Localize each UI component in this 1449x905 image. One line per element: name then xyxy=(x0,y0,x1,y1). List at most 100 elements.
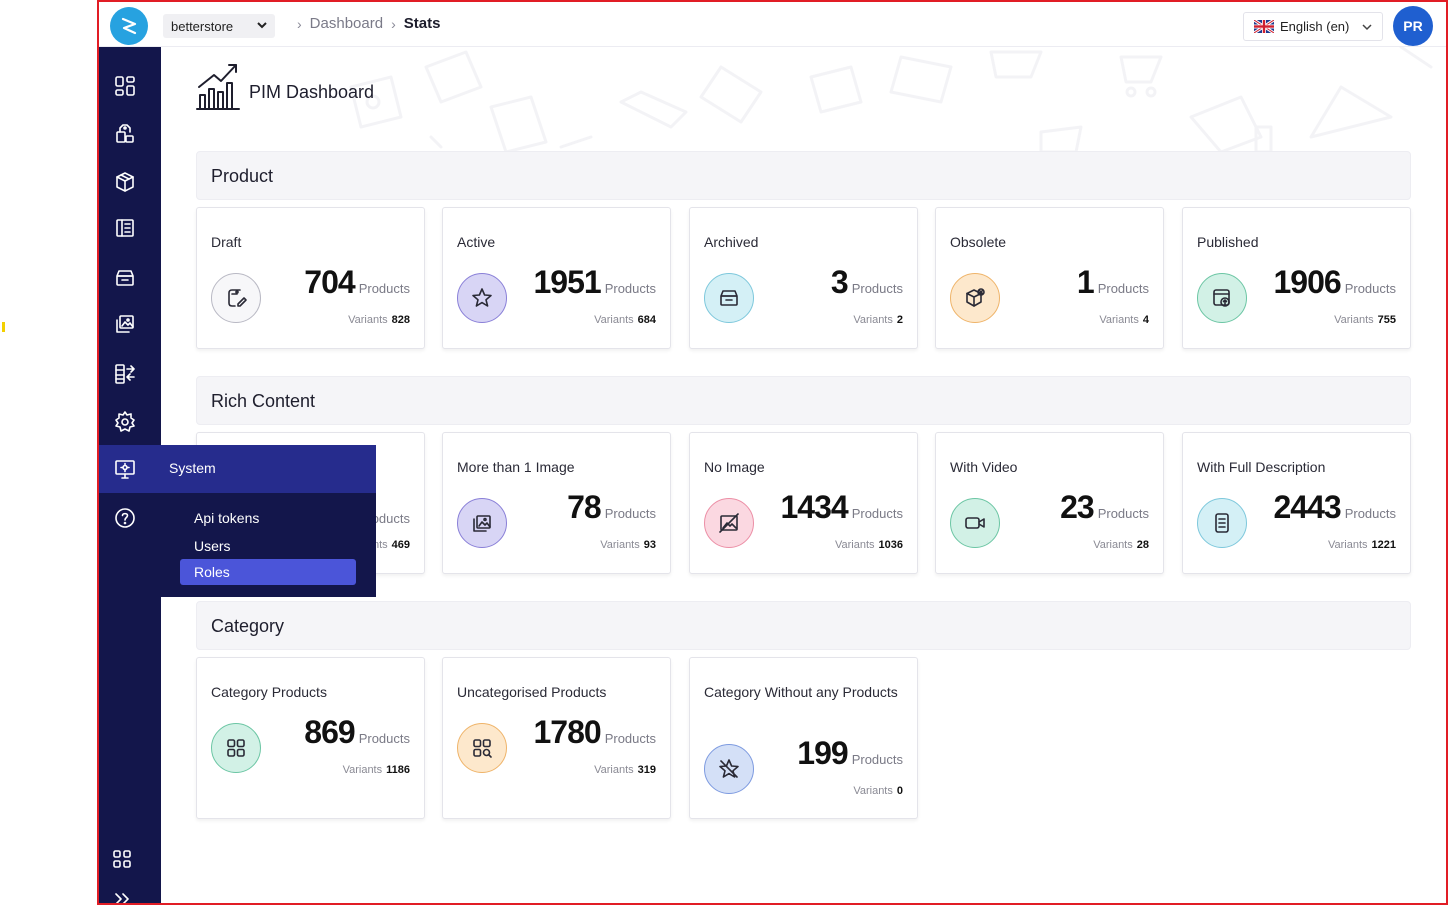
section-category: Category xyxy=(196,601,1411,650)
card-variants: Variants 1221 xyxy=(1328,539,1396,551)
chart-growth-icon xyxy=(196,64,240,110)
video-icon xyxy=(950,498,1000,548)
card-category-products[interactable]: Category Products 869 Products Variants 1… xyxy=(196,657,425,819)
variants-label: Variants xyxy=(853,785,893,797)
card-count: 1906 xyxy=(1273,264,1342,300)
system-icon xyxy=(112,456,138,482)
no-image-icon xyxy=(704,498,754,548)
chevron-down-icon xyxy=(1362,24,1372,31)
card-title: Uncategorised Products xyxy=(457,684,607,700)
card-count: 199 xyxy=(797,735,848,771)
section-title: Rich Content xyxy=(211,391,316,411)
system-submenu: Api tokens Users Roles xyxy=(161,493,376,597)
card-title: Draft xyxy=(211,234,242,250)
apps-icon[interactable] xyxy=(109,846,135,872)
breadcrumb-dashboard[interactable]: Dashboard xyxy=(309,15,384,32)
card-count-row: 78 Products xyxy=(567,489,656,526)
card-unit: Products xyxy=(1344,281,1396,296)
variants-label: Variants xyxy=(594,314,634,326)
variants-label: Variants xyxy=(853,314,893,326)
products-icon[interactable] xyxy=(112,121,138,147)
variants-count: 684 xyxy=(637,314,656,326)
card-unit: Products xyxy=(1097,281,1149,296)
catalog-icon[interactable] xyxy=(112,215,138,241)
language-value: English (en) xyxy=(1280,19,1350,34)
card-count-row: 3 Products xyxy=(831,264,903,301)
variants-label: nts xyxy=(372,539,388,551)
variants-count: 469 xyxy=(391,539,410,551)
card-count-row: 704 Products xyxy=(304,264,410,301)
card-title: Category Products xyxy=(211,684,327,700)
card-count-row: 2443 Products xyxy=(1274,489,1397,526)
package-icon[interactable] xyxy=(112,169,138,195)
card-variants: Variants 684 xyxy=(594,314,656,326)
card-more-than-1-image[interactable]: More than 1 Image 78 Products Variants 93 xyxy=(442,432,671,574)
card-unit: Products xyxy=(851,281,903,296)
language-select[interactable]: English (en) xyxy=(1243,12,1383,41)
app-window: betterstore › Dashboard › Stats English … xyxy=(97,0,1448,905)
card-title: Obsolete xyxy=(950,234,1007,250)
variants-count: 4 xyxy=(1142,314,1149,326)
variants-label: Variants xyxy=(1334,314,1374,326)
variants-count: 1036 xyxy=(878,539,903,551)
variants-label: Variants xyxy=(1093,539,1133,551)
avatar[interactable]: PR xyxy=(1393,6,1433,46)
settings-icon[interactable] xyxy=(112,409,138,435)
card-archived[interactable]: Archived 3 Products Variants 2 xyxy=(689,207,918,349)
app-logo[interactable] xyxy=(110,7,148,45)
card-count-row: 199 Products xyxy=(797,735,903,772)
card-category-without-products[interactable]: Category Without any Products 199 Produc… xyxy=(689,657,918,819)
card-variants: Variants 755 xyxy=(1334,314,1396,326)
card-with-full-description[interactable]: With Full Description 2443 Products Vari… xyxy=(1182,432,1411,574)
card-title: With Video xyxy=(950,459,1018,475)
card-published[interactable]: Published 1906 Products Variants 755 xyxy=(1182,207,1411,349)
logo-icon xyxy=(121,17,137,35)
card-count: 78 xyxy=(567,489,602,525)
card-with-video[interactable]: With Video 23 Products Variants 28 xyxy=(935,432,1164,574)
card-unit: Products xyxy=(851,752,903,767)
dashboard-icon[interactable] xyxy=(112,73,138,99)
card-no-image[interactable]: No Image 1434 Products Variants 1036 xyxy=(689,432,918,574)
card-variants: Variants 828 xyxy=(348,314,410,326)
card-title: Active xyxy=(457,234,496,250)
store-select[interactable]: betterstore xyxy=(163,14,275,38)
obsolete-box-icon xyxy=(950,273,1000,323)
card-uncategorised-products[interactable]: Uncategorised Products 1780 Products Var… xyxy=(442,657,671,819)
card-unit: Products xyxy=(1344,506,1396,521)
card-title: With Full Description xyxy=(1197,459,1326,475)
system-menu-header[interactable]: System xyxy=(99,445,376,493)
help-icon[interactable] xyxy=(112,505,138,531)
card-active[interactable]: Active 1951 Products Variants 684 xyxy=(442,207,671,349)
card-variants: Variants 28 xyxy=(1093,539,1149,551)
store-select-value: betterstore xyxy=(171,18,234,34)
expand-icon[interactable] xyxy=(109,886,135,903)
card-variants: Variants 1186 xyxy=(343,764,410,776)
media-icon[interactable] xyxy=(112,311,138,337)
card-count: 23 xyxy=(1060,489,1095,525)
card-title: Category Without any Products xyxy=(704,684,898,700)
chevron-right-icon: › xyxy=(391,15,396,32)
yellow-marker xyxy=(2,322,5,332)
menu-item-users[interactable]: Users xyxy=(194,538,231,554)
uk-flag-icon xyxy=(1254,20,1274,33)
card-title: Archived xyxy=(704,234,759,250)
import-export-icon[interactable] xyxy=(112,361,138,387)
card-count-row: 1951 Products xyxy=(534,264,657,301)
card-count-row: oducts xyxy=(372,511,410,526)
menu-item-roles[interactable]: Roles xyxy=(180,559,356,585)
card-variants: Variants 4 xyxy=(1099,314,1149,326)
menu-item-api-tokens[interactable]: Api tokens xyxy=(194,510,260,526)
card-variants: Variants 1036 xyxy=(835,539,903,551)
card-unit: Products xyxy=(604,281,656,296)
card-draft[interactable]: Draft 704 Products Variants 828 xyxy=(196,207,425,349)
section-title: Category xyxy=(211,616,285,636)
card-obsolete[interactable]: Obsolete 1 Products Variants 4 xyxy=(935,207,1164,349)
images-icon xyxy=(457,498,507,548)
variants-label: Variants xyxy=(834,539,875,551)
card-unit: oducts xyxy=(371,511,410,526)
archive-icon[interactable] xyxy=(112,265,138,291)
card-count: 1780 xyxy=(533,714,602,750)
star-off-icon xyxy=(704,744,754,794)
variants-count: 28 xyxy=(1136,539,1149,551)
card-unit: Products xyxy=(851,506,903,521)
